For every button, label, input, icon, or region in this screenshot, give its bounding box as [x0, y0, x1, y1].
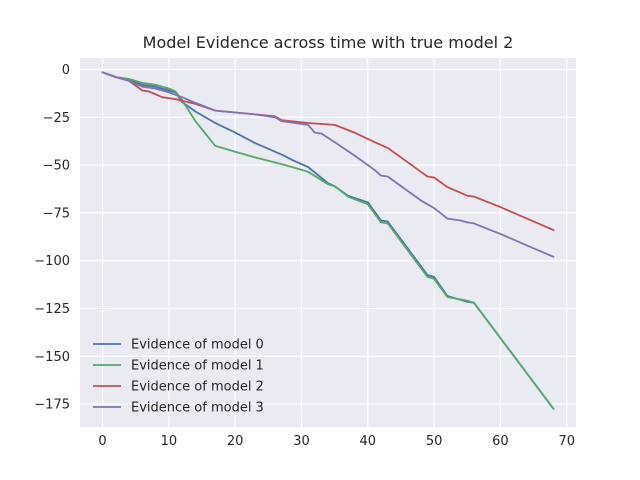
- x-tick-label: 50: [426, 434, 443, 449]
- y-tick-label: −25: [43, 111, 70, 126]
- x-tick-label: 40: [360, 434, 377, 449]
- y-tick-label: −100: [34, 254, 70, 269]
- grid: [80, 58, 576, 427]
- series-lines: [101, 71, 555, 410]
- x-tick-label: 60: [492, 434, 509, 449]
- x-tick-label: 0: [98, 434, 106, 449]
- y-tick-label: 0: [62, 63, 70, 78]
- chart-title: Model Evidence across time with true mod…: [143, 33, 514, 52]
- x-tick-label: 70: [558, 434, 575, 449]
- legend: Evidence of model 0 Evidence of model 1 Ev…: [93, 338, 264, 416]
- x-tick-label: 30: [293, 434, 310, 449]
- legend-label: Evidence of model 3: [131, 401, 264, 416]
- series-line-model-2: [101, 71, 555, 232]
- axis-ticks: 0 10 20 30 40 50 60 70 0 −25 −50 −75 −100 −125 −150 −17…: [34, 63, 575, 449]
- legend-label: Evidence of model 1: [131, 359, 264, 374]
- series-line-model-1: [101, 71, 555, 410]
- y-tick-label: −175: [34, 398, 70, 413]
- series-line-model-0: [101, 71, 555, 410]
- x-tick-label: 10: [161, 434, 178, 449]
- y-tick-label: −150: [34, 350, 70, 365]
- y-tick-label: −125: [34, 302, 70, 317]
- legend-label: Evidence of model 2: [131, 380, 264, 395]
- legend-label: Evidence of model 0: [131, 338, 264, 353]
- y-tick-label: −50: [43, 159, 70, 174]
- y-tick-label: −75: [43, 206, 70, 221]
- plot-area: [80, 58, 576, 427]
- x-tick-label: 20: [227, 434, 244, 449]
- series-line-model-3: [101, 71, 555, 258]
